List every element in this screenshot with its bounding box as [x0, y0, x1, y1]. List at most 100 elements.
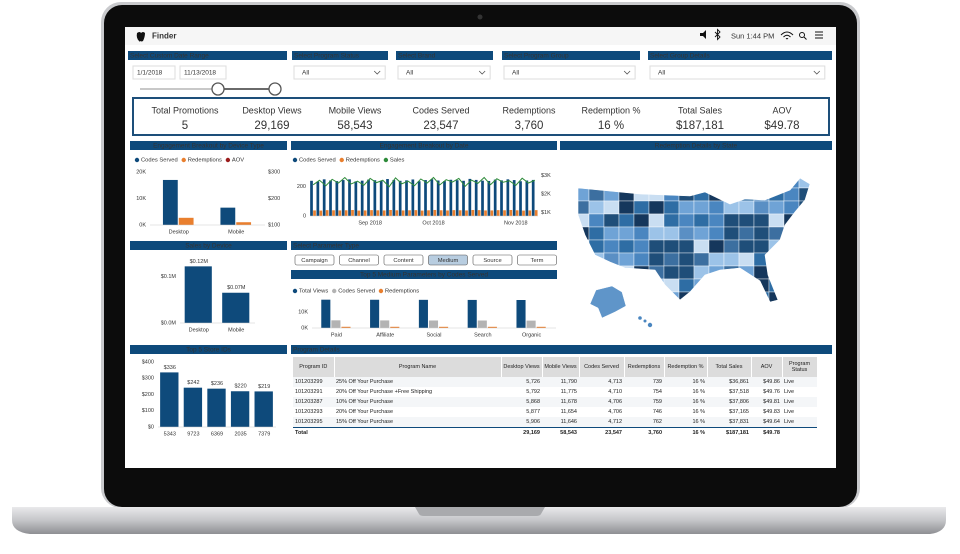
dropdown[interactable] — [397, 65, 491, 80]
state-region[interactable] — [708, 226, 725, 241]
state-region[interactable] — [723, 213, 740, 228]
legend-label[interactable]: Codes Served — [299, 158, 336, 164]
bar[interactable] — [503, 210, 506, 216]
state-region[interactable] — [603, 213, 620, 228]
bar[interactable] — [515, 210, 519, 216]
bar[interactable] — [528, 210, 532, 216]
state-region[interactable] — [738, 213, 755, 228]
bar[interactable] — [496, 210, 500, 216]
bar[interactable] — [487, 180, 491, 216]
bar[interactable] — [417, 181, 421, 216]
bar[interactable] — [519, 181, 522, 216]
legend-marker[interactable] — [339, 157, 344, 163]
bar[interactable] — [439, 210, 443, 216]
state-region[interactable] — [618, 213, 635, 228]
parameter-button[interactable] — [517, 254, 557, 266]
column-header[interactable]: Program ID — [293, 357, 335, 377]
bar[interactable] — [321, 299, 331, 328]
state-region[interactable] — [723, 226, 740, 241]
state-region[interactable] — [708, 239, 725, 254]
bar[interactable] — [500, 180, 503, 216]
column-header[interactable]: Mobile Views — [542, 357, 580, 377]
bar[interactable] — [506, 179, 510, 216]
bar[interactable] — [367, 179, 370, 216]
legend-label[interactable]: Total Views — [299, 289, 328, 295]
parameter-button[interactable] — [294, 254, 335, 266]
bar[interactable] — [446, 210, 449, 216]
legend-label[interactable]: Codes Served — [338, 289, 375, 295]
bar[interactable] — [424, 180, 427, 216]
column-header[interactable]: Redemption % — [664, 357, 708, 377]
state-region[interactable] — [633, 200, 650, 215]
state-region[interactable] — [648, 239, 665, 254]
bar[interactable] — [370, 299, 380, 328]
state-region[interactable] — [693, 239, 710, 254]
bar[interactable] — [373, 180, 377, 216]
bar[interactable] — [474, 179, 478, 216]
bar[interactable] — [427, 210, 430, 216]
bar[interactable] — [351, 209, 354, 216]
bar[interactable] — [354, 181, 358, 216]
bar[interactable] — [509, 209, 513, 216]
bar[interactable] — [313, 210, 316, 216]
state-region[interactable] — [723, 252, 740, 267]
bar[interactable] — [471, 209, 475, 216]
state-region[interactable] — [663, 213, 680, 228]
bar[interactable] — [344, 210, 348, 216]
hawaii[interactable] — [638, 316, 642, 320]
bar[interactable] — [418, 299, 428, 328]
bar[interactable] — [428, 320, 439, 328]
bar[interactable] — [522, 210, 525, 216]
state-region[interactable] — [633, 213, 650, 228]
state-region[interactable] — [663, 252, 680, 267]
bar[interactable] — [526, 320, 536, 328]
bar[interactable] — [357, 210, 361, 216]
state-region[interactable] — [678, 200, 695, 215]
column-header[interactable]: AOV — [751, 357, 783, 377]
state-region[interactable] — [678, 226, 695, 241]
bar[interactable] — [319, 210, 323, 216]
date-input[interactable] — [132, 65, 176, 80]
bar[interactable] — [376, 210, 380, 216]
state-region[interactable] — [678, 213, 695, 228]
bluetooth-icon[interactable] — [714, 28, 721, 41]
parameter-button[interactable] — [428, 254, 468, 266]
state-region[interactable] — [648, 213, 665, 228]
bar[interactable] — [477, 320, 487, 328]
bar[interactable] — [490, 210, 494, 216]
state-region[interactable] — [738, 200, 755, 215]
date-input[interactable] — [179, 65, 227, 80]
bar[interactable] — [433, 209, 437, 216]
menu-icon[interactable] — [815, 31, 823, 39]
search-icon[interactable] — [799, 32, 805, 38]
bar[interactable] — [512, 180, 516, 216]
legend-marker[interactable] — [134, 157, 140, 163]
bar[interactable] — [316, 181, 320, 216]
legend-marker[interactable] — [292, 288, 298, 294]
state-region[interactable] — [738, 252, 755, 267]
dropdown[interactable] — [503, 65, 636, 80]
bar[interactable] — [484, 210, 487, 216]
legend-marker[interactable] — [181, 157, 186, 163]
state-region[interactable] — [648, 200, 665, 215]
bar[interactable] — [449, 179, 453, 216]
state-region[interactable] — [768, 213, 785, 228]
bar[interactable] — [477, 210, 481, 216]
legend-label[interactable]: Sales — [390, 158, 405, 164]
state-region[interactable] — [693, 252, 710, 267]
bar[interactable] — [370, 210, 373, 216]
state-region[interactable] — [633, 239, 650, 254]
column-header[interactable]: Total Sales — [707, 357, 752, 377]
bar[interactable] — [338, 210, 342, 216]
legend-marker[interactable] — [225, 157, 231, 163]
legend-marker[interactable] — [332, 288, 337, 294]
bar[interactable] — [390, 326, 400, 328]
bar[interactable] — [430, 179, 434, 216]
hawaii[interactable] — [647, 322, 653, 328]
bar[interactable] — [389, 209, 392, 216]
state-region[interactable] — [603, 239, 620, 254]
state-region[interactable] — [588, 226, 605, 241]
bar[interactable] — [516, 300, 526, 328]
bar[interactable] — [331, 320, 341, 328]
bar[interactable] — [341, 180, 345, 216]
